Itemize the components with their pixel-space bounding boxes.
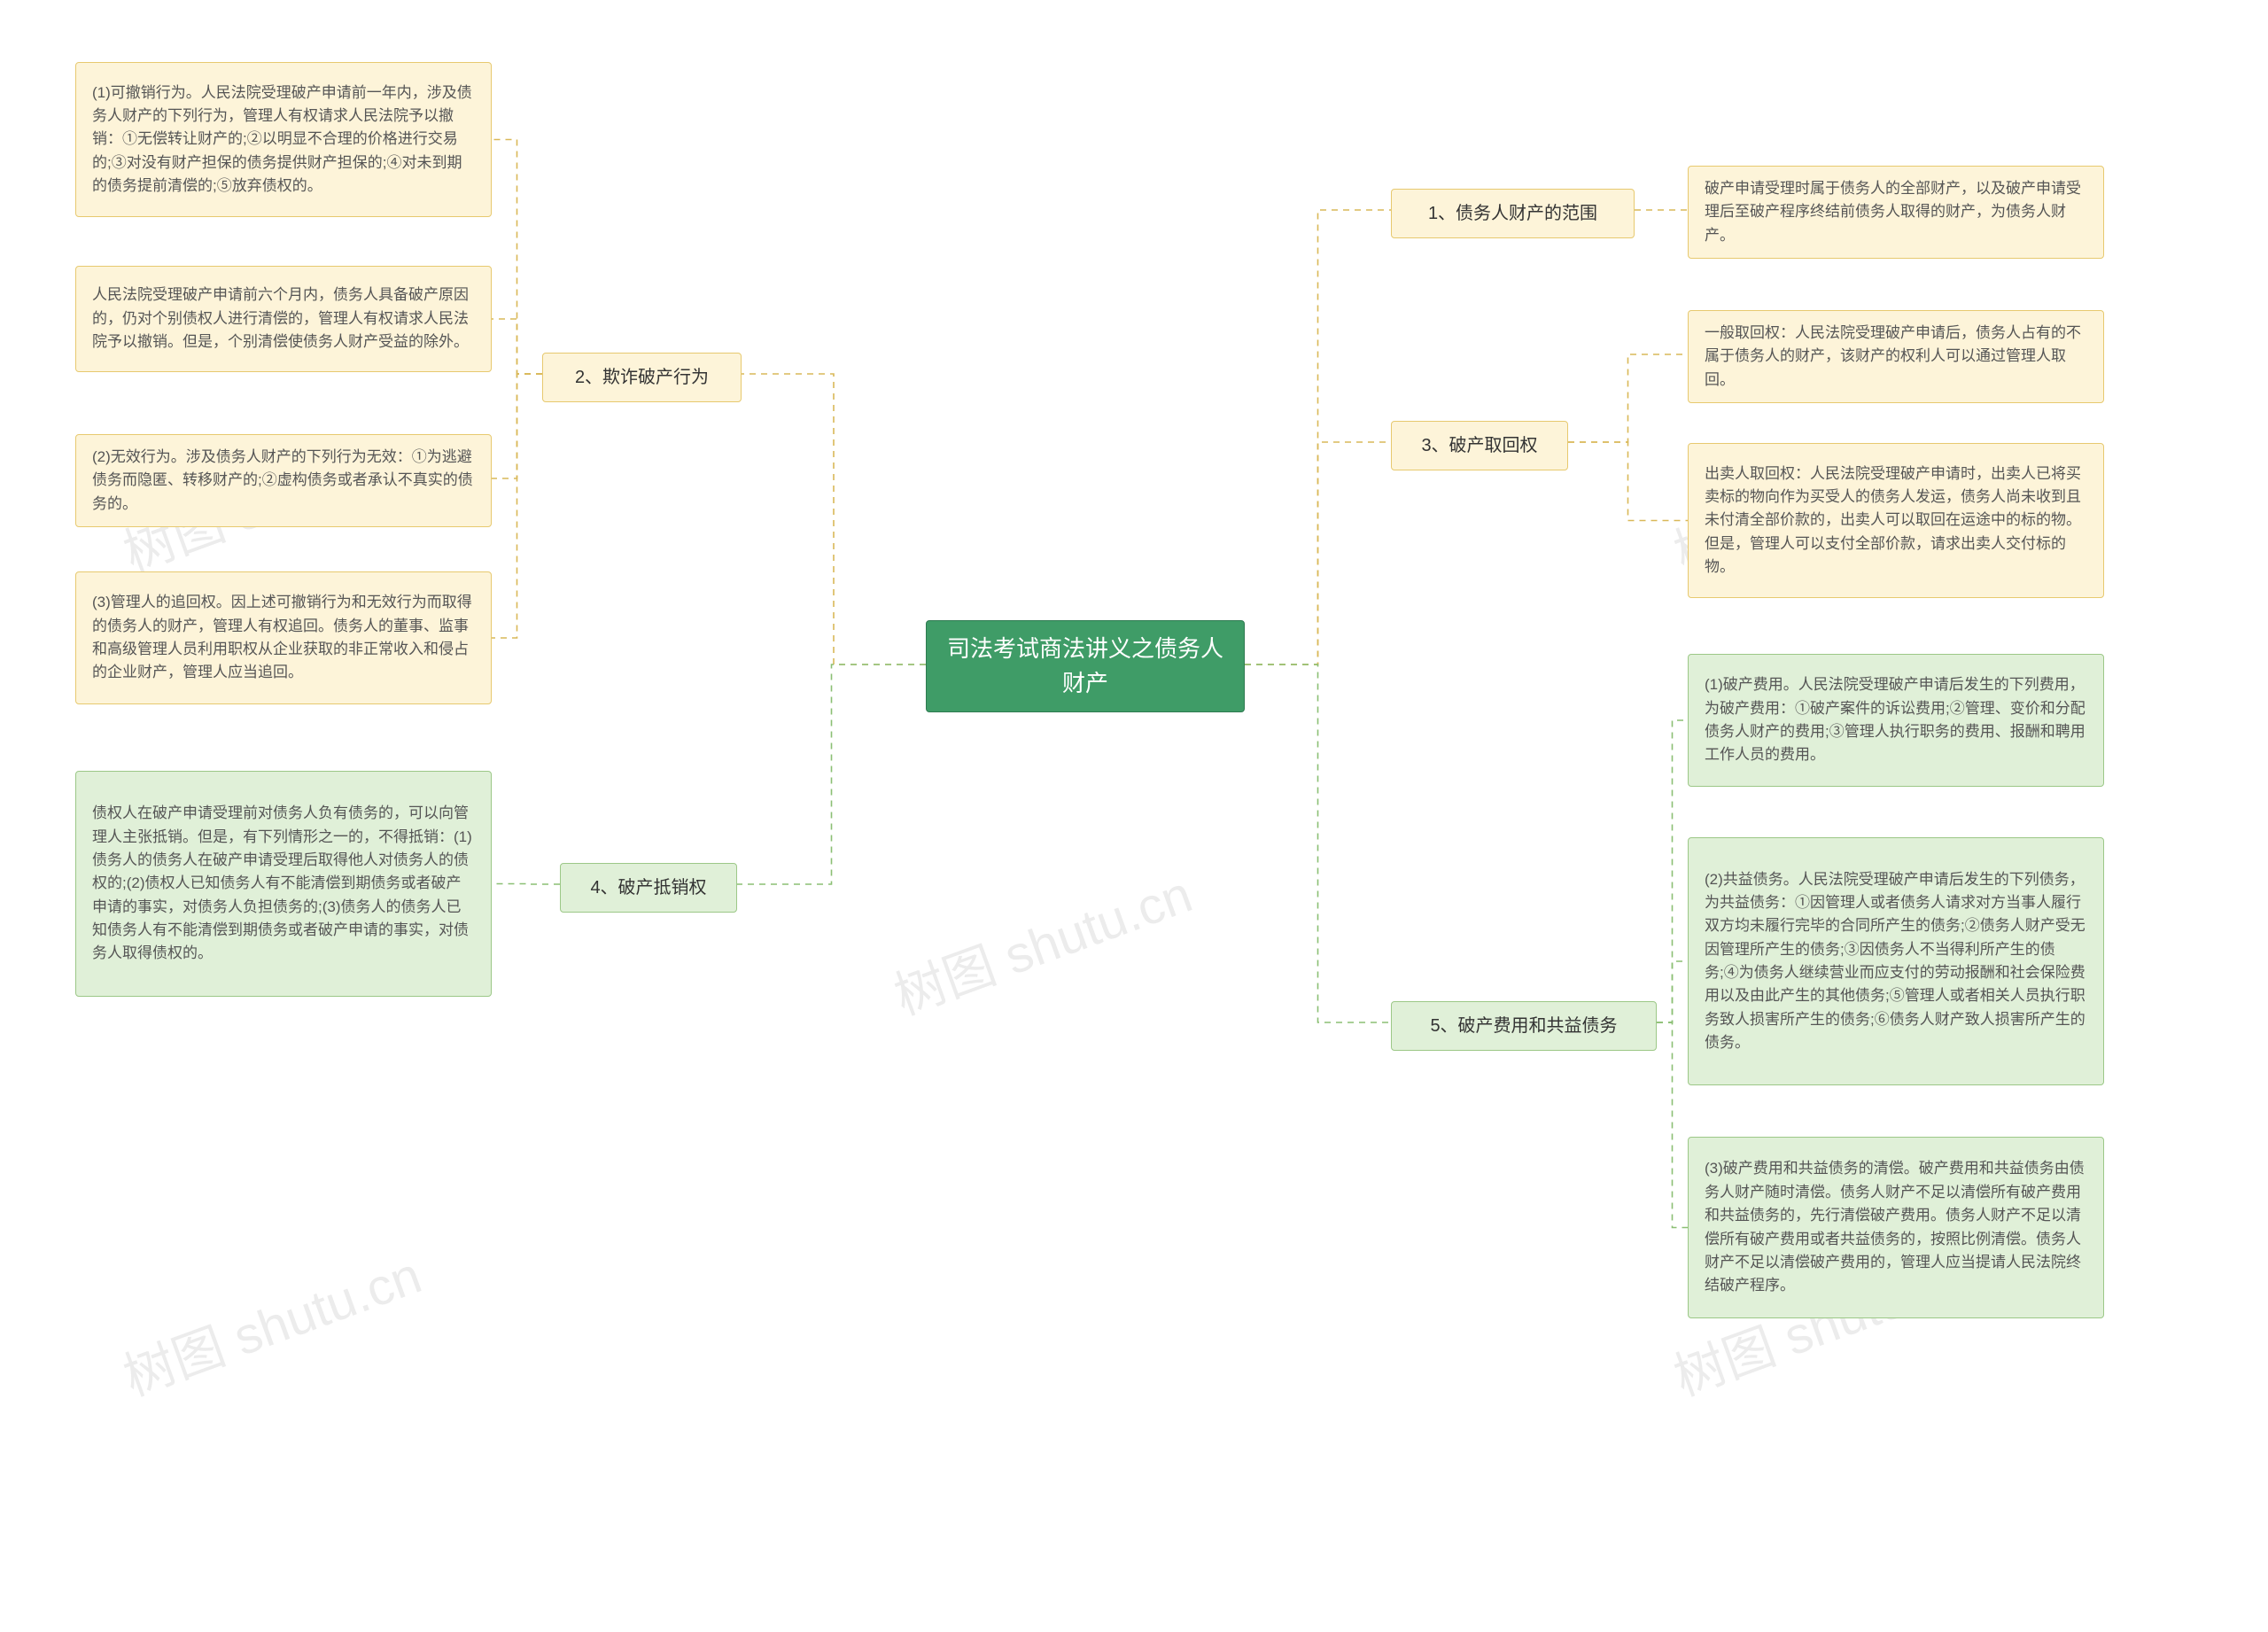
leaf-b5-1: (2)共益债务。人民法院受理破产申请后发生的下列债务，为共益债务：①因管理人或者… — [1688, 837, 2104, 1085]
leaf-b5-2: (3)破产费用和共益债务的清偿。破产费用和共益债务由债务人财产随时清偿。债务人财… — [1688, 1137, 2104, 1318]
watermark: 树图 shutu.cn — [882, 852, 1200, 1029]
branch-b2: 2、欺诈破产行为 — [542, 353, 742, 402]
leaf-b1-0: 破产申请受理时属于债务人的全部财产，以及破产申请受理后至破产程序终结前债务人取得… — [1688, 166, 2104, 259]
leaf-b3-1: 出卖人取回权：人民法院受理破产申请时，出卖人已将买卖标的物向作为买受人的债务人发… — [1688, 443, 2104, 598]
leaf-b2-2: (2)无效行为。涉及债务人财产的下列行为无效：①为逃避债务而隐匿、转移财产的;②… — [75, 434, 492, 527]
branch-b4: 4、破产抵销权 — [560, 863, 737, 913]
leaf-b3-0: 一般取回权：人民法院受理破产申请后，债务人占有的不属于债务人的财产，该财产的权利… — [1688, 310, 2104, 403]
branch-b1: 1、债务人财产的范围 — [1391, 189, 1635, 238]
leaf-b2-3: (3)管理人的追回权。因上述可撤销行为和无效行为而取得的债务人的财产，管理人有权… — [75, 571, 492, 704]
branch-b3: 3、破产取回权 — [1391, 421, 1568, 470]
leaf-b2-1: 人民法院受理破产申请前六个月内，债务人具备破产原因的，仍对个别债权人进行清偿的，… — [75, 266, 492, 372]
leaf-b4-0: 债权人在破产申请受理前对债务人负有债务的，可以向管理人主张抵销。但是，有下列情形… — [75, 771, 492, 997]
leaf-b2-0: (1)可撤销行为。人民法院受理破产申请前一年内，涉及债务人财产的下列行为，管理人… — [75, 62, 492, 217]
watermark: 树图 shutu.cn — [112, 1233, 430, 1410]
leaf-b5-0: (1)破产费用。人民法院受理破产申请后发生的下列费用，为破产费用：①破产案件的诉… — [1688, 654, 2104, 787]
branch-b5: 5、破产费用和共益债务 — [1391, 1001, 1657, 1051]
center-node: 司法考试商法讲义之债务人财产 — [926, 620, 1245, 712]
